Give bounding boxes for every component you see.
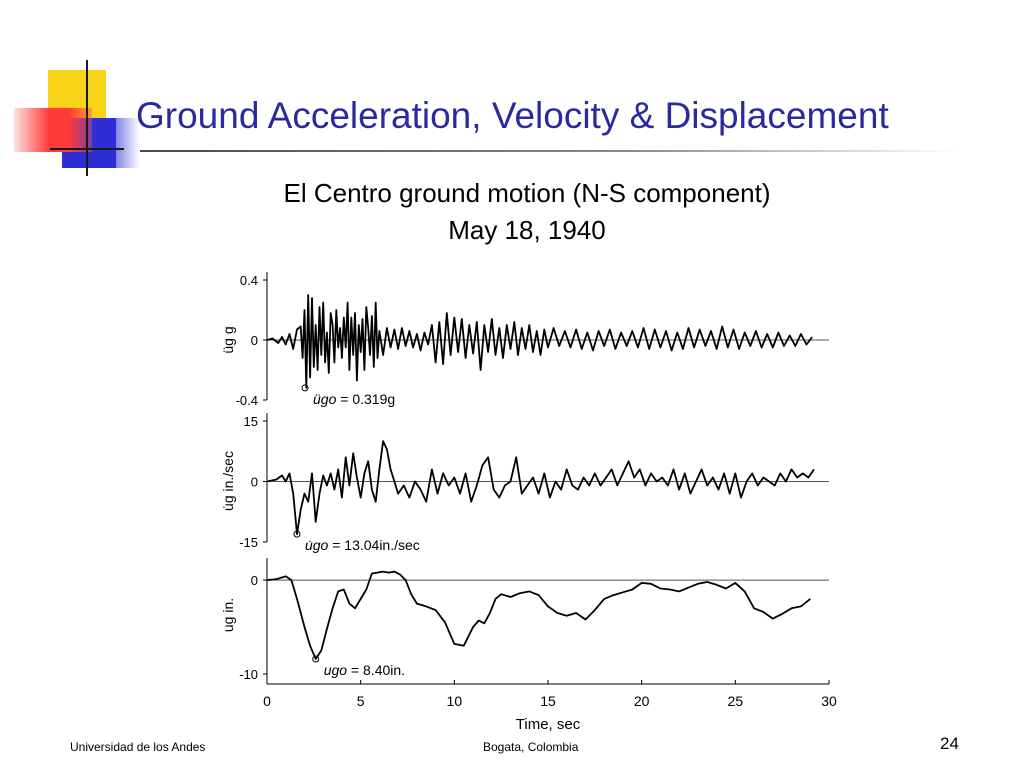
y-tick-label: 0 xyxy=(251,333,258,348)
y-tick-label: 15 xyxy=(244,414,258,429)
panel-1-series-line xyxy=(266,294,813,389)
blue-fade-decoration xyxy=(100,118,140,168)
panel-2-y-label: u̇g in./sec xyxy=(220,451,236,511)
peak-value: = 13.04in./sec xyxy=(328,537,419,553)
peak-value: = 8.40in. xyxy=(347,662,405,678)
peak-value: = 0.319g xyxy=(336,391,395,407)
panel-1-peak-label: ügo = 0.319g xyxy=(313,391,395,407)
panel-1-peak-marker xyxy=(301,384,309,392)
page-number: 24 xyxy=(940,734,959,753)
title-underline xyxy=(140,150,960,152)
x-tick-label: 25 xyxy=(728,693,744,709)
panel-3-series-line xyxy=(266,570,811,660)
chart-title: El Centro ground motion (N-S component) xyxy=(283,178,770,208)
panel-3-peak-marker xyxy=(312,655,320,663)
y-tick-label: -10 xyxy=(239,667,258,682)
peak-symbol: u̇go xyxy=(305,537,329,553)
horizontal-line-decoration xyxy=(50,148,124,150)
peak-symbol: ügo xyxy=(313,391,337,407)
x-tick-label: 5 xyxy=(357,693,365,709)
panel-1-y-label: üg g xyxy=(220,326,236,353)
red-bar-decoration xyxy=(14,108,92,152)
chart-subtitle: May 18, 1940 xyxy=(448,215,606,245)
slide-title: Ground Acceleration, Velocity & Displace… xyxy=(136,95,889,136)
vertical-line-decoration xyxy=(86,60,88,176)
y-tick-label: 0 xyxy=(251,475,258,490)
panel-3-peak-label: ugo = 8.40in. xyxy=(324,662,405,678)
panel-3: 0 -10 ug in. ugo = 8.40in. xyxy=(220,558,829,684)
peak-symbol: ugo xyxy=(324,662,348,678)
y-tick-label: 0 xyxy=(251,573,258,588)
x-axis-label: Time, sec xyxy=(516,716,581,733)
panel-2-series-line xyxy=(266,440,815,535)
y-tick-label: 0.4 xyxy=(240,273,258,288)
x-axis: 0 5 10 15 20 25 30 xyxy=(263,680,837,709)
panel-3-y-label: ug in. xyxy=(220,598,236,632)
chart-panels: 0.4 0 -0.4 üg g ügo = 0.319g 15 0 -15 u̇g in./se… xyxy=(220,272,837,709)
x-tick-label: 0 xyxy=(263,693,271,709)
y-tick-label: -0.4 xyxy=(236,393,258,408)
x-tick-label: 15 xyxy=(540,693,556,709)
footer-location: Bogata, Colombia xyxy=(483,740,579,754)
panel-2-peak-label: u̇go = 13.04in./sec xyxy=(305,537,420,553)
panel-1: 0.4 0 -0.4 üg g ügo = 0.319g xyxy=(220,272,829,408)
footer-university: Universidad de los Andes xyxy=(70,740,206,754)
panel-2-peak-marker xyxy=(293,530,301,538)
x-tick-label: 30 xyxy=(821,693,837,709)
panel-2: 15 0 -15 u̇g in./sec u̇go = 13.04in./sec xyxy=(220,413,829,553)
x-tick-label: 10 xyxy=(447,693,463,709)
x-tick-label: 20 xyxy=(634,693,650,709)
y-tick-label: -15 xyxy=(239,535,258,550)
